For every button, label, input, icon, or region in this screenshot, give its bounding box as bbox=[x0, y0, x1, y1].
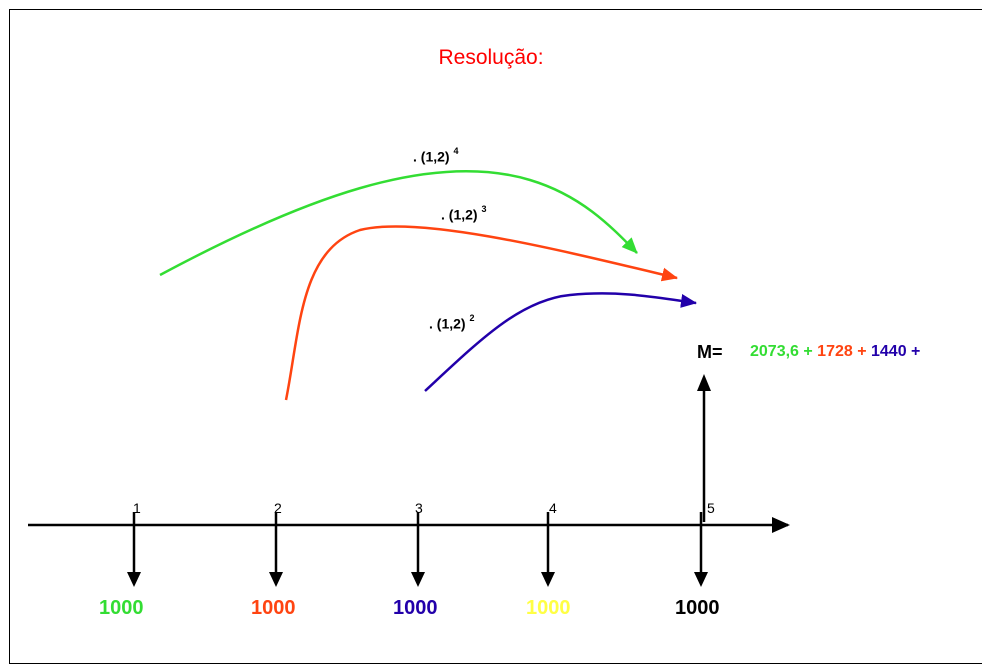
factor-label-4: . (1,2) 4 bbox=[413, 146, 459, 165]
tick-label-4: 4 bbox=[549, 500, 557, 516]
compound-curve-green bbox=[159, 169, 638, 277]
payment-amount-4: 1000 bbox=[526, 597, 571, 619]
tick-label-2: 2 bbox=[274, 500, 282, 516]
diagram-frame bbox=[9, 9, 982, 664]
compound-curve-red bbox=[284, 225, 678, 401]
diagram-title: Resolução: bbox=[438, 46, 544, 69]
m-arrow-head bbox=[697, 374, 711, 391]
sum-term-3: 1440 + bbox=[871, 343, 921, 360]
tick-label-5: 5 bbox=[707, 500, 715, 516]
sum-term-1: 2073,6 + bbox=[750, 343, 818, 360]
payment-arrows bbox=[127, 512, 708, 587]
tick-label-3: 3 bbox=[415, 500, 423, 516]
sum-term-2: 1728 + bbox=[817, 343, 871, 360]
sum-expression: 2073,6 + 1728 + 1440 + bbox=[750, 343, 920, 361]
time-axis-arrowhead bbox=[772, 517, 790, 533]
compound-curve-blue bbox=[424, 292, 697, 392]
tick-label-1: 1 bbox=[133, 500, 141, 516]
payment-amount-2: 1000 bbox=[251, 597, 296, 619]
payment-amount-5: 1000 bbox=[675, 597, 720, 619]
factor-label-2: . (1,2) 2 bbox=[429, 313, 475, 332]
payment-amount-3: 1000 bbox=[393, 597, 438, 619]
factor-label-3: . (1,2) 3 bbox=[441, 204, 487, 223]
m-label: M= bbox=[697, 342, 723, 362]
payment-amount-1: 1000 bbox=[99, 597, 144, 619]
